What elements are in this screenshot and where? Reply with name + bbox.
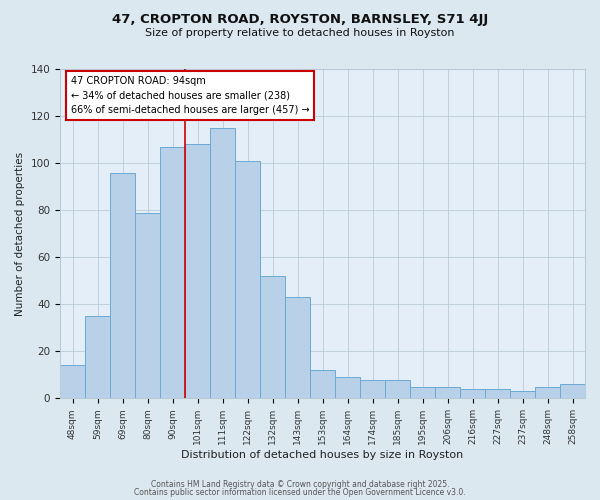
Bar xyxy=(460,389,485,398)
Bar xyxy=(560,384,585,398)
Bar xyxy=(485,389,510,398)
Text: 47 CROPTON ROAD: 94sqm
← 34% of detached houses are smaller (238)
66% of semi-de: 47 CROPTON ROAD: 94sqm ← 34% of detached… xyxy=(71,76,309,115)
Bar xyxy=(135,212,160,398)
Text: Size of property relative to detached houses in Royston: Size of property relative to detached ho… xyxy=(145,28,455,38)
Bar xyxy=(260,276,285,398)
Bar xyxy=(160,146,185,398)
Bar xyxy=(435,386,460,398)
Bar xyxy=(385,380,410,398)
Bar xyxy=(285,297,310,398)
Bar xyxy=(185,144,210,398)
Bar xyxy=(360,380,385,398)
Bar xyxy=(510,392,535,398)
Bar xyxy=(60,366,85,398)
Bar xyxy=(235,160,260,398)
Text: Contains public sector information licensed under the Open Government Licence v3: Contains public sector information licen… xyxy=(134,488,466,497)
Bar xyxy=(335,377,360,398)
Bar xyxy=(110,172,135,398)
Bar xyxy=(410,386,435,398)
Bar xyxy=(210,128,235,398)
Bar xyxy=(85,316,110,398)
Bar xyxy=(535,386,560,398)
Text: Contains HM Land Registry data © Crown copyright and database right 2025.: Contains HM Land Registry data © Crown c… xyxy=(151,480,449,489)
Bar xyxy=(310,370,335,398)
Y-axis label: Number of detached properties: Number of detached properties xyxy=(15,152,25,316)
X-axis label: Distribution of detached houses by size in Royston: Distribution of detached houses by size … xyxy=(181,450,464,460)
Text: 47, CROPTON ROAD, ROYSTON, BARNSLEY, S71 4JJ: 47, CROPTON ROAD, ROYSTON, BARNSLEY, S71… xyxy=(112,12,488,26)
